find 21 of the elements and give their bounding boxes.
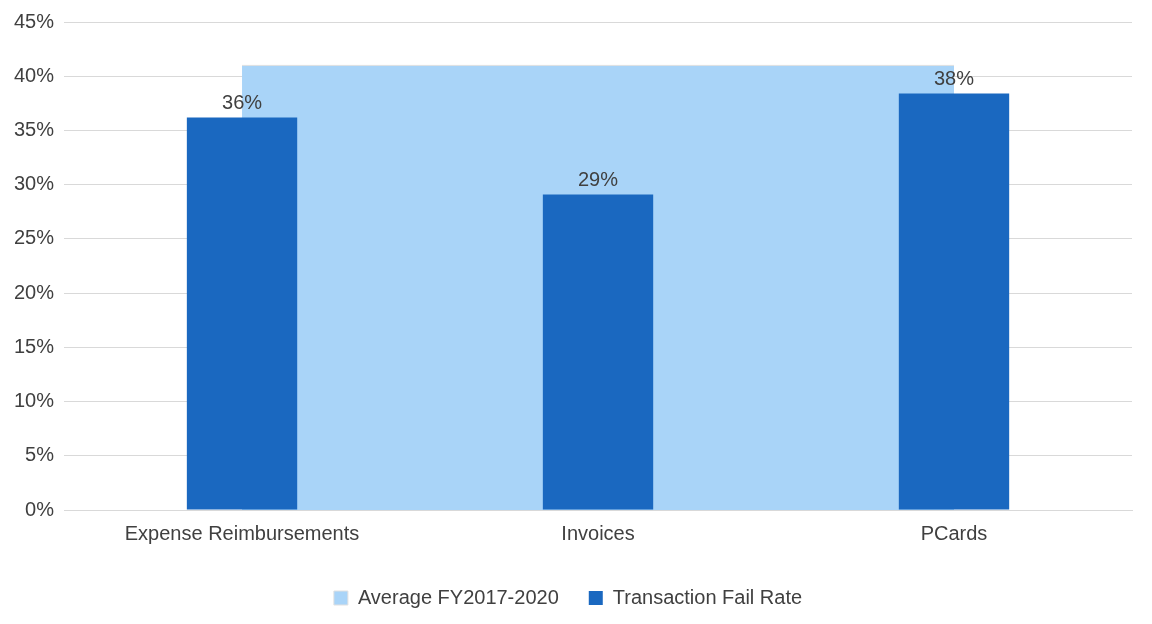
data-label: 36% bbox=[222, 90, 263, 113]
y-tick-label: 5% bbox=[25, 443, 55, 466]
y-tick-label: 40% bbox=[14, 63, 55, 86]
legend-label: Average FY2017-2020 bbox=[357, 585, 559, 608]
bar bbox=[186, 117, 298, 510]
y-tick-label: 0% bbox=[25, 497, 55, 520]
data-label: 29% bbox=[578, 167, 619, 190]
y-tick-label: 25% bbox=[14, 226, 55, 249]
y-tick-label: 10% bbox=[14, 389, 55, 412]
x-tick-label: Invoices bbox=[561, 521, 635, 544]
data-label: 38% bbox=[933, 67, 975, 90]
bar bbox=[542, 194, 654, 510]
y-tick-label: 15% bbox=[14, 334, 55, 357]
legend-label: Transaction Fail Rate bbox=[612, 585, 803, 608]
y-tick-label: 20% bbox=[14, 280, 55, 303]
x-tick-label: PCards bbox=[920, 521, 988, 544]
bar bbox=[898, 93, 1010, 510]
x-tick-label: Expense Reimbursements bbox=[124, 521, 360, 544]
y-tick-label: 45% bbox=[14, 9, 55, 32]
y-tick-label: 30% bbox=[14, 172, 55, 195]
y-tick-label: 35% bbox=[14, 117, 55, 140]
